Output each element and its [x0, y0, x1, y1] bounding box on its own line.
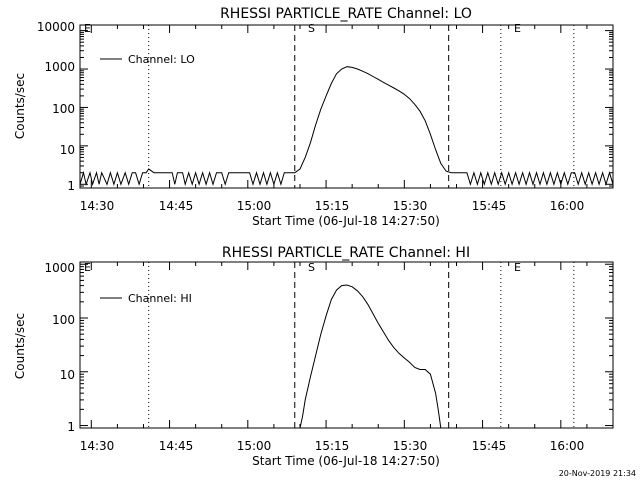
- panel-hi-x-axis-label: Start Time (06-Jul-18 14:27:50): [252, 454, 440, 468]
- panel-hi-y-tick-labels: 1 10 100 1000: [44, 261, 75, 434]
- panel-hi-marker-label-e: E: [84, 261, 91, 274]
- panel-lo-xtick-label: 14:30: [80, 199, 115, 213]
- panel-lo-plot-frame: [79, 24, 614, 189]
- panel-lo-xtick-label: 15:30: [393, 199, 428, 213]
- panel-hi-xtick-label: 14:45: [159, 439, 194, 453]
- panel-lo-marker-letters: E S E: [84, 22, 521, 35]
- panel-hi-xtick-label: 16:00: [550, 439, 585, 453]
- panel-hi-markers: [148, 262, 575, 428]
- panel-hi-legend-label: Channel: HI: [128, 292, 192, 305]
- panel-lo-series-line: [79, 66, 614, 187]
- panel-lo-ytick-label: 1: [67, 179, 75, 193]
- footer-timestamp: 20-Nov-2019 21:34: [559, 469, 636, 478]
- panel-hi-ytick-label: 1: [67, 420, 75, 434]
- panel-hi-marker-label-e: E: [514, 261, 521, 274]
- panel-hi-xtick-label: 15:15: [315, 439, 350, 453]
- panel-hi-title: RHESSI PARTICLE_RATE Channel: HI: [222, 245, 470, 261]
- panel-lo-y-axis-label: Counts/sec: [13, 73, 27, 139]
- panel-hi-legend: Channel: HI: [100, 292, 192, 305]
- panel-lo-title: RHESSI PARTICLE_RATE Channel: LO: [220, 6, 472, 22]
- panel-lo-ytick-label: 10000: [37, 20, 75, 34]
- panel-lo-ytick-label: 1000: [44, 60, 75, 74]
- panel-hi-series-line: [299, 284, 442, 429]
- panel-hi-plot-frame: [79, 261, 614, 429]
- panel-lo-ytick-label: 100: [52, 102, 75, 116]
- panel-lo-xtick-label: 15:15: [315, 199, 350, 213]
- panel-lo-markers: [148, 25, 575, 188]
- panel-hi-marker-label-s: S: [308, 261, 315, 274]
- panel-hi-x-tick-labels: 14:30 14:45 15:00 15:15 15:30 15:45 16:0…: [80, 439, 585, 453]
- panel-hi: RHESSI PARTICLE_RATE Channel: HI 14:30 1…: [13, 245, 614, 468]
- panel-lo-marker-label-e: E: [84, 22, 91, 35]
- panel-lo-xtick-label: 15:45: [472, 199, 507, 213]
- panel-hi-xtick-label: 15:45: [472, 439, 507, 453]
- panel-lo-marker-label-s: S: [308, 22, 315, 35]
- panel-lo-xtick-label: 16:00: [550, 199, 585, 213]
- panel-hi-y-axis-label: Counts/sec: [13, 313, 27, 379]
- panel-lo-ticks: [80, 25, 614, 189]
- panel-hi-ytick-label: 1000: [44, 261, 75, 275]
- panel-lo-legend: Channel: LO: [100, 53, 195, 66]
- panel-lo: RHESSI PARTICLE_RATE Channel: LO 14:30 1…: [13, 6, 614, 228]
- panel-hi-xtick-label: 14:30: [80, 439, 115, 453]
- panel-lo-legend-label: Channel: LO: [128, 53, 195, 66]
- panel-hi-ytick-label: 100: [52, 313, 75, 327]
- panel-hi-xtick-label: 15:30: [393, 439, 428, 453]
- panel-lo-x-tick-labels: 14:30 14:45 15:00 15:15 15:30 15:45 16:0…: [80, 199, 585, 213]
- panel-hi-marker-letters: E S E: [84, 261, 521, 274]
- panel-hi-ytick-label: 10: [60, 368, 75, 382]
- panel-lo-marker-label-e: E: [514, 22, 521, 35]
- panel-lo-y-tick-labels: 1 10 100 1000 10000: [37, 20, 75, 193]
- panel-lo-ytick-label: 10: [60, 143, 75, 157]
- panel-lo-x-axis-label: Start Time (06-Jul-18 14:27:50): [252, 214, 440, 228]
- panel-hi-xtick-label: 15:00: [237, 439, 272, 453]
- panel-lo-xtick-label: 14:45: [159, 199, 194, 213]
- panel-hi-ticks: [80, 262, 614, 429]
- panel-lo-xtick-label: 15:00: [237, 199, 272, 213]
